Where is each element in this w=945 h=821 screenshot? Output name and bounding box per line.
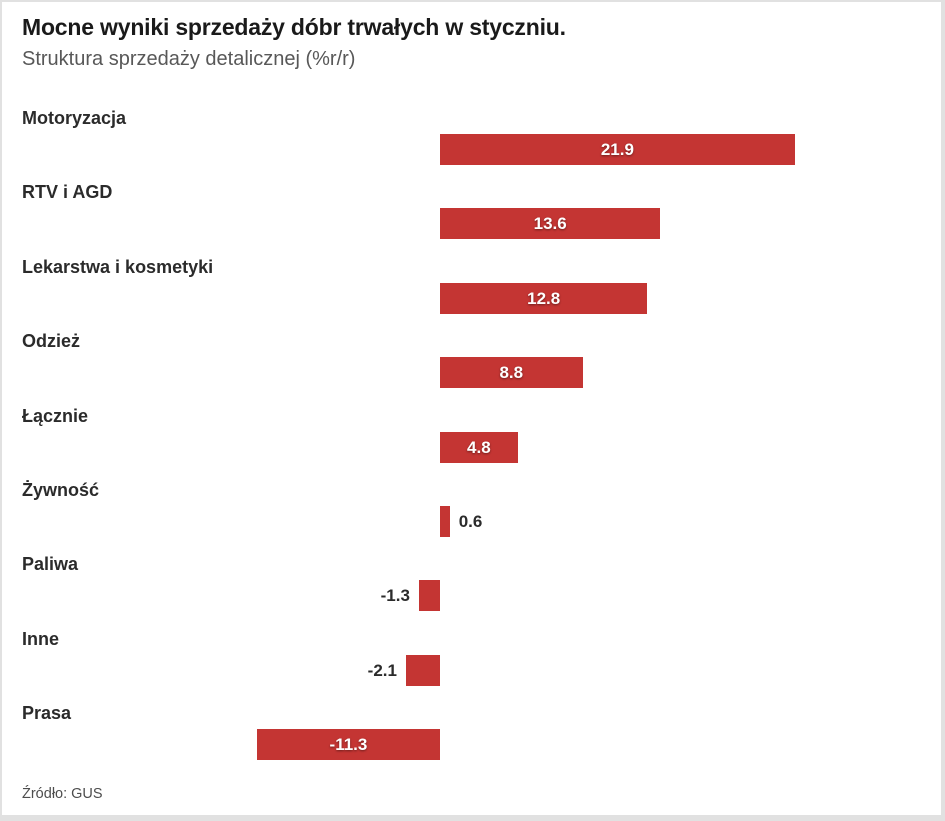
category-label: Lekarstwa i kosmetyki xyxy=(22,257,214,277)
category-label: Inne xyxy=(22,629,60,649)
bar xyxy=(440,506,450,537)
value-label: 12.8 xyxy=(527,289,561,308)
chart-title: Mocne wyniki sprzedaży dóbr trwałych w s… xyxy=(22,14,566,40)
source-note: Źródło: GUS xyxy=(22,786,103,802)
value-label: -2.1 xyxy=(367,661,397,680)
bar: 8.8 xyxy=(440,357,583,388)
bar: 12.8 xyxy=(440,283,648,314)
category-label: Łącznie xyxy=(22,406,89,426)
bar: 13.6 xyxy=(440,208,661,239)
bar xyxy=(418,580,440,611)
value-label: -11.3 xyxy=(329,735,368,754)
bar xyxy=(405,655,440,686)
category-label: Prasa xyxy=(22,703,72,723)
value-label: 4.8 xyxy=(467,438,491,457)
value-label: 13.6 xyxy=(533,214,567,233)
category-label: Paliwa xyxy=(22,554,79,574)
category-label: Żywność xyxy=(22,480,100,500)
value-label: 8.8 xyxy=(499,363,524,382)
bar: 21.9 xyxy=(440,134,795,165)
value-label: 0.6 xyxy=(458,512,483,531)
bar: -11.3 xyxy=(256,729,440,760)
value-label: 21.9 xyxy=(600,140,634,159)
chart-subtitle: Struktura sprzedaży detalicznej (%r/r) xyxy=(22,48,356,70)
bar: 4.8 xyxy=(440,432,518,463)
category-label: Motoryzacja xyxy=(22,108,127,128)
category-label: RTV i AGD xyxy=(22,182,113,202)
value-label: -1.3 xyxy=(380,586,410,605)
category-label: Odzież xyxy=(22,331,81,351)
